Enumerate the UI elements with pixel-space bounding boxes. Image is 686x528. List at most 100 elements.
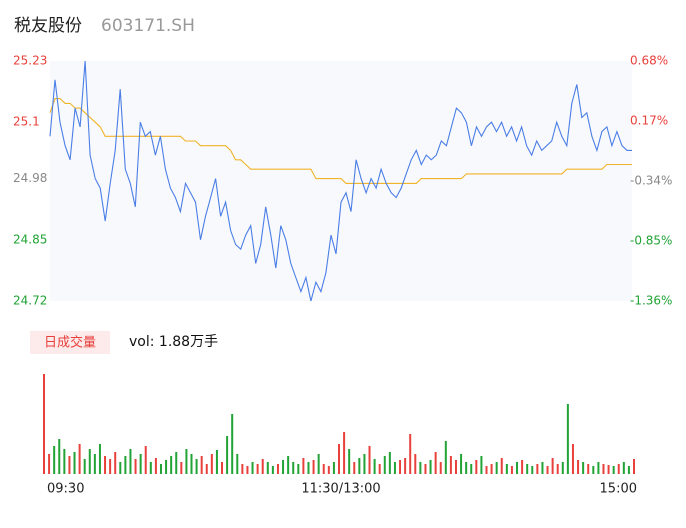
- volume-bar: [215, 450, 218, 474]
- volume-bar: [276, 464, 279, 474]
- volume-bar: [165, 460, 168, 474]
- volume-bar: [531, 466, 534, 474]
- volume-bar: [322, 464, 325, 474]
- volume-bar: [307, 462, 310, 474]
- volume-bar: [282, 460, 285, 474]
- volume-bar: [180, 462, 183, 474]
- volume-bar: [449, 456, 452, 474]
- volume-bar: [363, 454, 366, 474]
- volume-bar: [68, 456, 71, 474]
- volume-bar: [612, 466, 615, 474]
- volume-bar: [175, 452, 178, 474]
- volume-bar: [226, 436, 229, 474]
- volume-bar: [312, 460, 315, 474]
- y2-tick-label: 0.68%: [630, 54, 668, 68]
- volume-bar: [343, 432, 346, 474]
- volume-bar: [287, 456, 290, 474]
- volume-bar: [419, 462, 422, 474]
- volume-bar: [63, 449, 66, 474]
- volume-bar: [210, 454, 213, 474]
- volume-bar: [495, 462, 498, 474]
- volume-bar: [383, 456, 386, 474]
- volume-bar: [597, 462, 600, 474]
- volume-bar: [195, 459, 198, 474]
- x-tick-label: 09:30: [47, 482, 84, 497]
- volume-bar: [134, 459, 137, 474]
- volume-bar: [561, 462, 564, 474]
- volume-bar: [587, 464, 590, 474]
- volume-bar: [521, 460, 524, 474]
- volume-bar: [205, 464, 208, 474]
- y-tick-label: 24.72: [13, 294, 47, 308]
- volume-bar: [541, 462, 544, 474]
- volume-bar: [465, 462, 468, 474]
- volume-bar: [368, 446, 371, 474]
- volume-bar: [200, 456, 203, 474]
- volume-bar: [73, 452, 76, 474]
- volume-bar: [409, 434, 412, 474]
- volume-bar: [159, 464, 162, 474]
- volume-bar: [185, 449, 188, 474]
- volume-bar: [88, 449, 91, 474]
- volume-bar: [302, 458, 305, 474]
- volume-bar: [480, 456, 483, 474]
- volume-bar: [378, 464, 381, 474]
- volume-bar: [490, 464, 493, 474]
- volume-bar: [536, 464, 539, 474]
- volume-bar: [602, 464, 605, 474]
- volume-bar: [338, 444, 340, 474]
- volume-bar: [353, 462, 356, 474]
- volume-bar: [592, 466, 595, 474]
- volume-bar: [607, 465, 610, 474]
- volume-bar: [332, 462, 335, 474]
- volume-bar: [444, 441, 447, 474]
- volume-bar: [144, 446, 147, 474]
- volume-bar: [454, 460, 457, 474]
- price-line: [49, 60, 632, 302]
- volume-bar: [358, 458, 361, 474]
- y2-tick-label: -1.36%: [630, 294, 672, 308]
- volume-title: 日成交量: [44, 335, 96, 351]
- volume-bar: [516, 462, 519, 474]
- volume-bar: [93, 454, 96, 474]
- volume-bar: [571, 444, 574, 474]
- volume-bar: [139, 454, 142, 474]
- volume-bar: [221, 462, 224, 474]
- volume-bar: [434, 452, 437, 474]
- x-tick-label: 11:30/13:00: [301, 482, 380, 497]
- volume-label: vol: 1.88万手: [129, 334, 218, 350]
- volume-bar: [43, 374, 45, 474]
- volume-bar: [170, 456, 173, 474]
- volume-bar: [327, 466, 330, 474]
- volume-bar: [348, 449, 351, 474]
- volume-bar: [297, 464, 300, 474]
- volume-bar: [393, 462, 396, 474]
- volume-bar: [246, 466, 249, 474]
- volume-bar: [556, 464, 559, 474]
- volume-bar: [404, 458, 407, 474]
- volume-bar: [460, 454, 463, 474]
- volume-bar: [622, 462, 625, 474]
- y-tick-label: 25.23: [13, 54, 47, 68]
- volume-bar: [149, 462, 152, 474]
- volume-bar: [256, 464, 259, 474]
- average-line: [49, 98, 632, 184]
- volume-bar: [566, 404, 569, 474]
- volume-bar: [577, 460, 580, 474]
- volume-bar: [190, 454, 193, 474]
- y2-tick-label: -0.34%: [630, 174, 672, 188]
- volume-bar: [510, 466, 513, 474]
- y-tick-label: 24.98: [13, 171, 47, 185]
- volume-bar: [627, 466, 630, 474]
- volume-bar: [241, 464, 244, 474]
- y-tick-label: 24.85: [13, 232, 47, 246]
- volume-bar: [83, 459, 86, 474]
- volume-bar: [58, 439, 61, 474]
- volume-bar: [53, 446, 56, 474]
- volume-tag: [30, 331, 110, 354]
- volume-bar: [373, 459, 376, 474]
- volume-bar: [48, 454, 51, 474]
- volume-bar: [546, 466, 549, 474]
